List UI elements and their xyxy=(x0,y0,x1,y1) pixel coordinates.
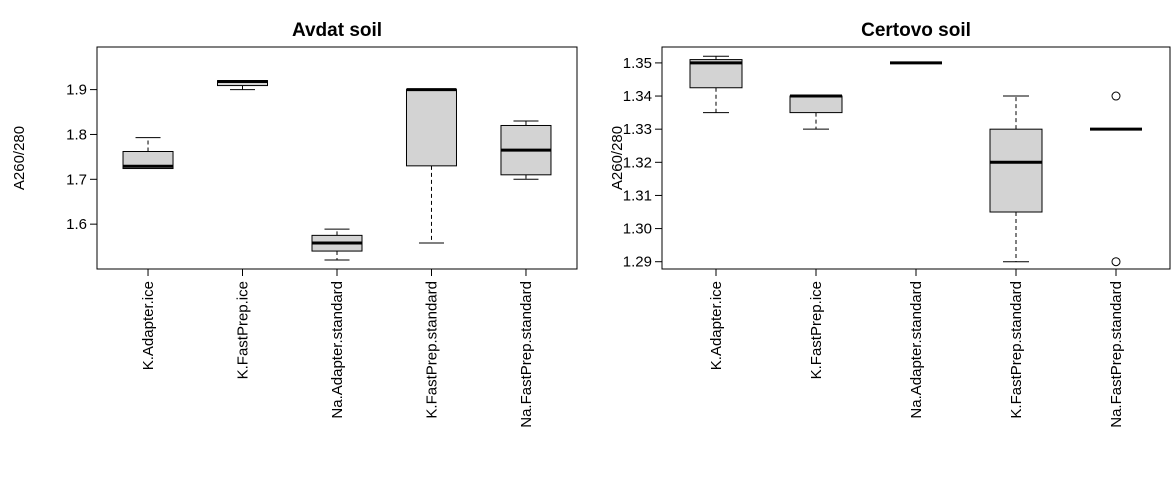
avdat-soil-boxplot: Avdat soil A260/280 1.6 1.7 1.8 1.9 K.Adapter.… xyxy=(11,20,578,428)
x-category-label: Na.Adapter.standard xyxy=(908,281,925,419)
certovo-soil-panel: Certovo soil A260/280 1.29 1.30 1.31 1.32 1.33… xyxy=(590,0,1175,477)
iqr-box xyxy=(405,89,457,167)
y-tick-label: 1.8 xyxy=(66,126,87,143)
x-category-label: K.FastPrep.standard xyxy=(1008,281,1025,419)
y-tick-label: 1.6 xyxy=(66,216,87,233)
outlier-point xyxy=(1111,257,1121,267)
box-na-fastprep-standard xyxy=(1090,91,1142,267)
box-k-fastprep-standard xyxy=(989,95,1043,263)
x-category-label: K.Adapter.ice xyxy=(140,281,157,370)
x-category-label: Na.Adapter.standard xyxy=(329,281,346,419)
y-tick-label: 1.7 xyxy=(66,171,87,188)
box-k-fastprep-ice xyxy=(217,80,269,91)
y-tick-label: 1.29 xyxy=(623,254,652,271)
iqr-box xyxy=(989,128,1043,213)
box-na-fastprep-standard xyxy=(500,120,552,180)
y-axis: 1.29 1.30 1.31 1.32 1.33 1.34 1.35 xyxy=(623,55,662,271)
x-category-label: K.Adapter.ice xyxy=(708,281,725,370)
certovo-soil-boxplot: Certovo soil A260/280 1.29 1.30 1.31 1.32 1.33… xyxy=(609,20,1171,428)
box-k-fastprep-ice xyxy=(789,94,843,130)
outlier-point xyxy=(1111,91,1121,101)
y-tick-label: 1.31 xyxy=(623,187,652,204)
y-axis: 1.6 1.7 1.8 1.9 xyxy=(66,82,97,233)
y-axis-label: A260/280 xyxy=(609,126,626,190)
iqr-box xyxy=(122,150,174,170)
y-tick-label: 1.33 xyxy=(623,121,652,138)
box-na-adapter-standard xyxy=(311,228,363,261)
x-category-label: K.FastPrep.ice xyxy=(235,281,252,379)
x-category-label: Na.FastPrep.standard xyxy=(1108,281,1125,428)
iqr-box xyxy=(789,95,843,114)
box-k-adapter-ice xyxy=(689,55,743,114)
x-category-label: Na.FastPrep.standard xyxy=(518,281,535,428)
y-tick-label: 1.35 xyxy=(623,55,652,72)
y-tick-label: 1.32 xyxy=(623,154,652,171)
chart-title: Certovo soil xyxy=(861,20,971,41)
chart-title: Avdat soil xyxy=(292,20,382,41)
x-category-label: K.FastPrep.ice xyxy=(808,281,825,379)
x-category-label: K.FastPrep.standard xyxy=(423,281,440,419)
y-tick-label: 1.9 xyxy=(66,82,87,99)
box-k-fastprep-standard xyxy=(405,88,457,244)
y-tick-label: 1.30 xyxy=(623,221,652,238)
y-tick-label: 1.34 xyxy=(623,88,652,105)
avdat-soil-panel: Avdat soil A260/280 1.6 1.7 1.8 1.9 K.Adapter.… xyxy=(11,20,578,428)
y-axis-label: A260/280 xyxy=(11,126,28,190)
box-k-adapter-ice xyxy=(122,137,174,170)
